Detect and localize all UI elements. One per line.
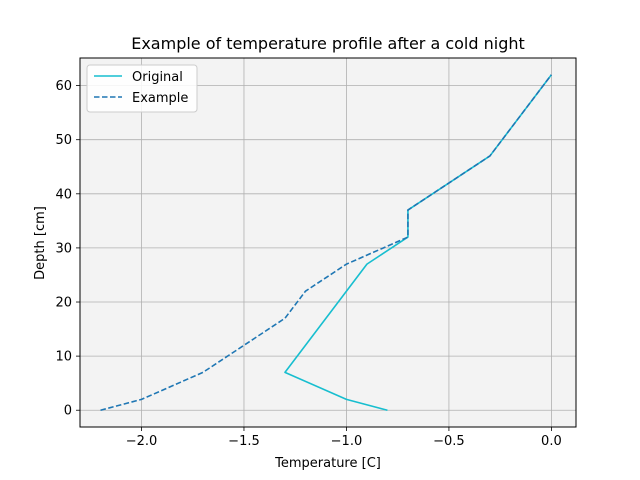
plot-frame — [79, 57, 577, 428]
y-axis-label: Depth [cm] — [33, 206, 48, 280]
x-tick-label: 0.0 — [541, 434, 562, 449]
x-tick-label: −0.5 — [433, 434, 465, 449]
y-tick-label: 40 — [55, 187, 72, 202]
y-tick-label: 50 — [55, 133, 72, 148]
y-tick-label: 20 — [55, 296, 72, 311]
x-tick-label: −1.5 — [228, 434, 260, 449]
y-tick-label: 60 — [55, 79, 72, 94]
chart-title: Example of temperature profile after a c… — [131, 34, 525, 53]
y-tick-label: 10 — [55, 350, 72, 365]
series-layer — [100, 74, 553, 412]
y-tick-label: 0 — [64, 404, 72, 419]
x-tick-label: −2.0 — [126, 434, 158, 449]
legend-label-original: Original — [132, 70, 183, 85]
x-axis-ticks: −2.0 −1.5 −1.0 −0.5 0.0 — [126, 427, 562, 449]
y-tick-label: 30 — [55, 241, 72, 256]
series-line-example — [100, 74, 553, 412]
x-tick-label: −1.0 — [331, 434, 363, 449]
x-axis-label: Temperature [C] — [274, 456, 381, 471]
plot-area — [80, 58, 576, 427]
legend-label-example: Example — [132, 91, 188, 106]
legend: Original Example — [86, 64, 198, 113]
y-axis-ticks: 0 10 20 30 40 50 60 — [55, 79, 80, 419]
